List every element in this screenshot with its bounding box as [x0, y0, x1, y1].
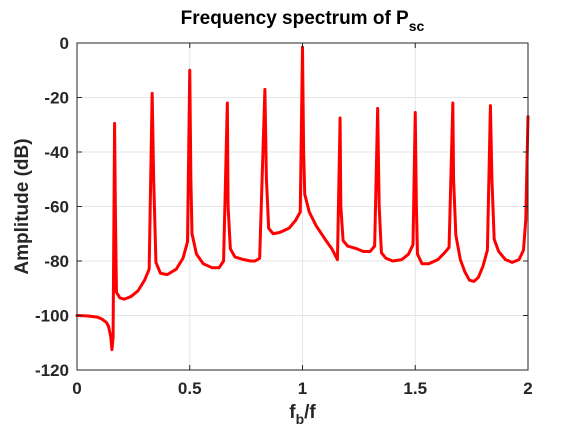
x-axis-label-main: f	[289, 402, 296, 423]
series-line-0	[75, 45, 530, 352]
x-axis-label-subscript: b	[296, 411, 305, 427]
x-tick-label: 0.5	[178, 379, 202, 398]
y-tick-label: -40	[44, 143, 69, 162]
x-tick-label: 1	[298, 379, 307, 398]
y-axis-label: Amplitude (dB)	[12, 138, 33, 274]
x-tick-label: 1.5	[403, 379, 427, 398]
y-tick-label: -100	[35, 307, 69, 326]
y-tick-label: 0	[60, 34, 69, 53]
axis-ticks: 0 0.5 1 1.5 2 0 -20 -40 -60 -80 -100 -120	[35, 34, 533, 398]
y-tick-label: -20	[44, 89, 69, 108]
y-tick-label: -120	[35, 361, 69, 380]
x-tick-label: 2	[523, 379, 532, 398]
series-layer	[75, 45, 530, 352]
chart-title-main: Frequency spectrum of P	[181, 8, 409, 29]
chart-title: Frequency spectrum of Psc	[181, 8, 425, 34]
y-tick-label: -80	[44, 252, 69, 271]
chart-title-subscript: sc	[409, 18, 425, 34]
x-axis-label: fb/f	[289, 402, 316, 427]
x-tick-label: 0	[72, 379, 81, 398]
y-tick-label: -60	[44, 198, 69, 217]
x-axis-label-suffix: /f	[304, 402, 316, 423]
